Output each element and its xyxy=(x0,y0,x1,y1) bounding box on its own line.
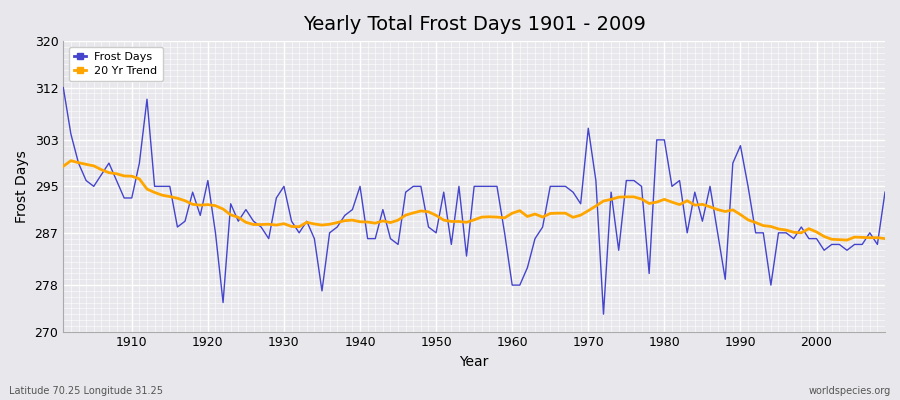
Legend: Frost Days, 20 Yr Trend: Frost Days, 20 Yr Trend xyxy=(68,47,163,81)
Text: worldspecies.org: worldspecies.org xyxy=(809,386,891,396)
Text: Latitude 70.25 Longitude 31.25: Latitude 70.25 Longitude 31.25 xyxy=(9,386,163,396)
Y-axis label: Frost Days: Frost Days xyxy=(15,150,29,223)
X-axis label: Year: Year xyxy=(460,355,489,369)
Title: Yearly Total Frost Days 1901 - 2009: Yearly Total Frost Days 1901 - 2009 xyxy=(302,15,645,34)
